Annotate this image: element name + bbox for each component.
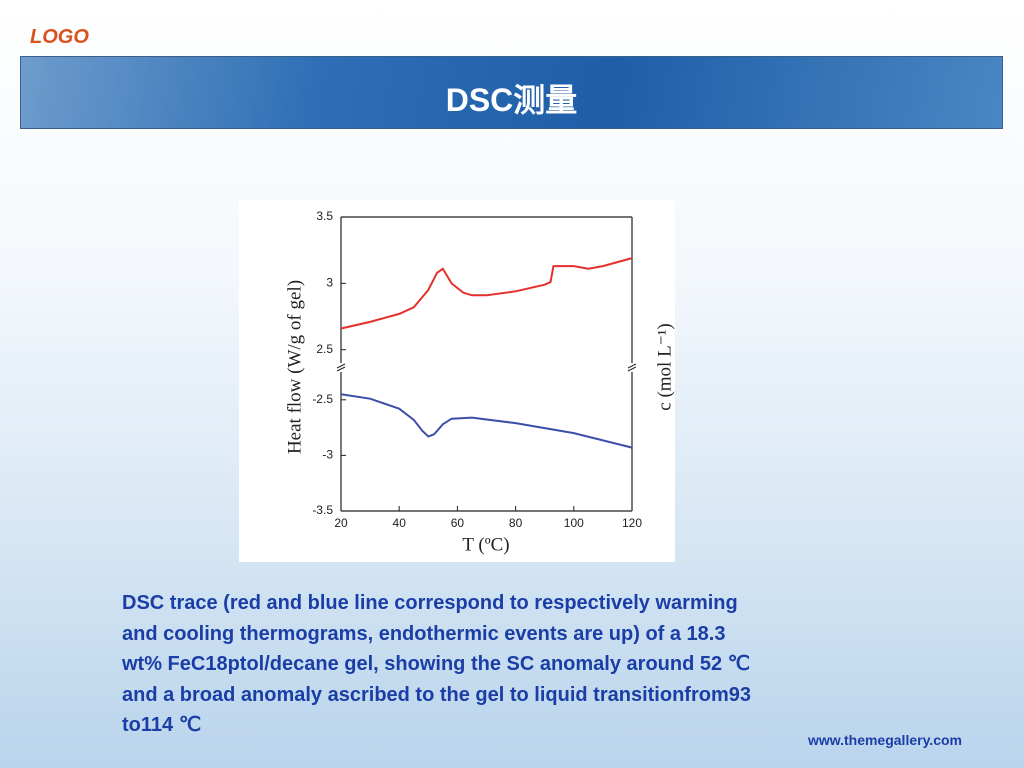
axis-break [336,363,346,369]
x-tick-label: 40 [393,516,407,530]
x-tick-label: 120 [622,516,642,530]
x-tick-label: 60 [451,516,465,530]
axis-break [627,363,637,369]
title-bar: DSC测量 [20,56,1003,129]
data-line [340,393,633,449]
caption-line: wt% FeC18ptol/decane gel, showing the SC… [122,653,751,675]
x-tick-label: 80 [509,516,523,530]
caption: DSC trace (red and blue line correspond … [122,588,982,741]
logo: LOGO [30,26,89,48]
footer: www.themegallery.com [807,732,962,748]
chart: Heat flow (W/g of gel) c (mol L⁻¹) T (ºC… [239,200,675,562]
axis-break [336,366,346,372]
caption-line: to114 ℃ [122,714,202,736]
x-tick-label: 20 [334,516,348,530]
caption-line: and a broad anomaly ascribed to the gel … [122,683,751,706]
y2-axis-label: c (mol L⁻¹) [654,323,675,410]
y-tick-label: -3.5 [312,503,333,517]
y-tick-label: -3 [322,448,333,462]
axis-break [627,366,637,372]
y-tick-label: 3.5 [316,209,333,223]
caption-line: and cooling thermograms, endothermic eve… [122,622,726,645]
x-tick-label: 100 [564,516,584,530]
y-tick-label: 3 [326,276,333,290]
y-axis-label: Heat flow (W/g of gel) [284,280,305,454]
y-tick-label: 2.5 [316,342,333,356]
x-axis-label: T (ºC) [462,534,509,555]
y-tick-label: -2.5 [312,392,333,406]
data-line [340,257,633,330]
caption-line: DSC trace (red and blue line correspond … [122,592,738,614]
slide-title: DSC测量 [445,82,578,118]
